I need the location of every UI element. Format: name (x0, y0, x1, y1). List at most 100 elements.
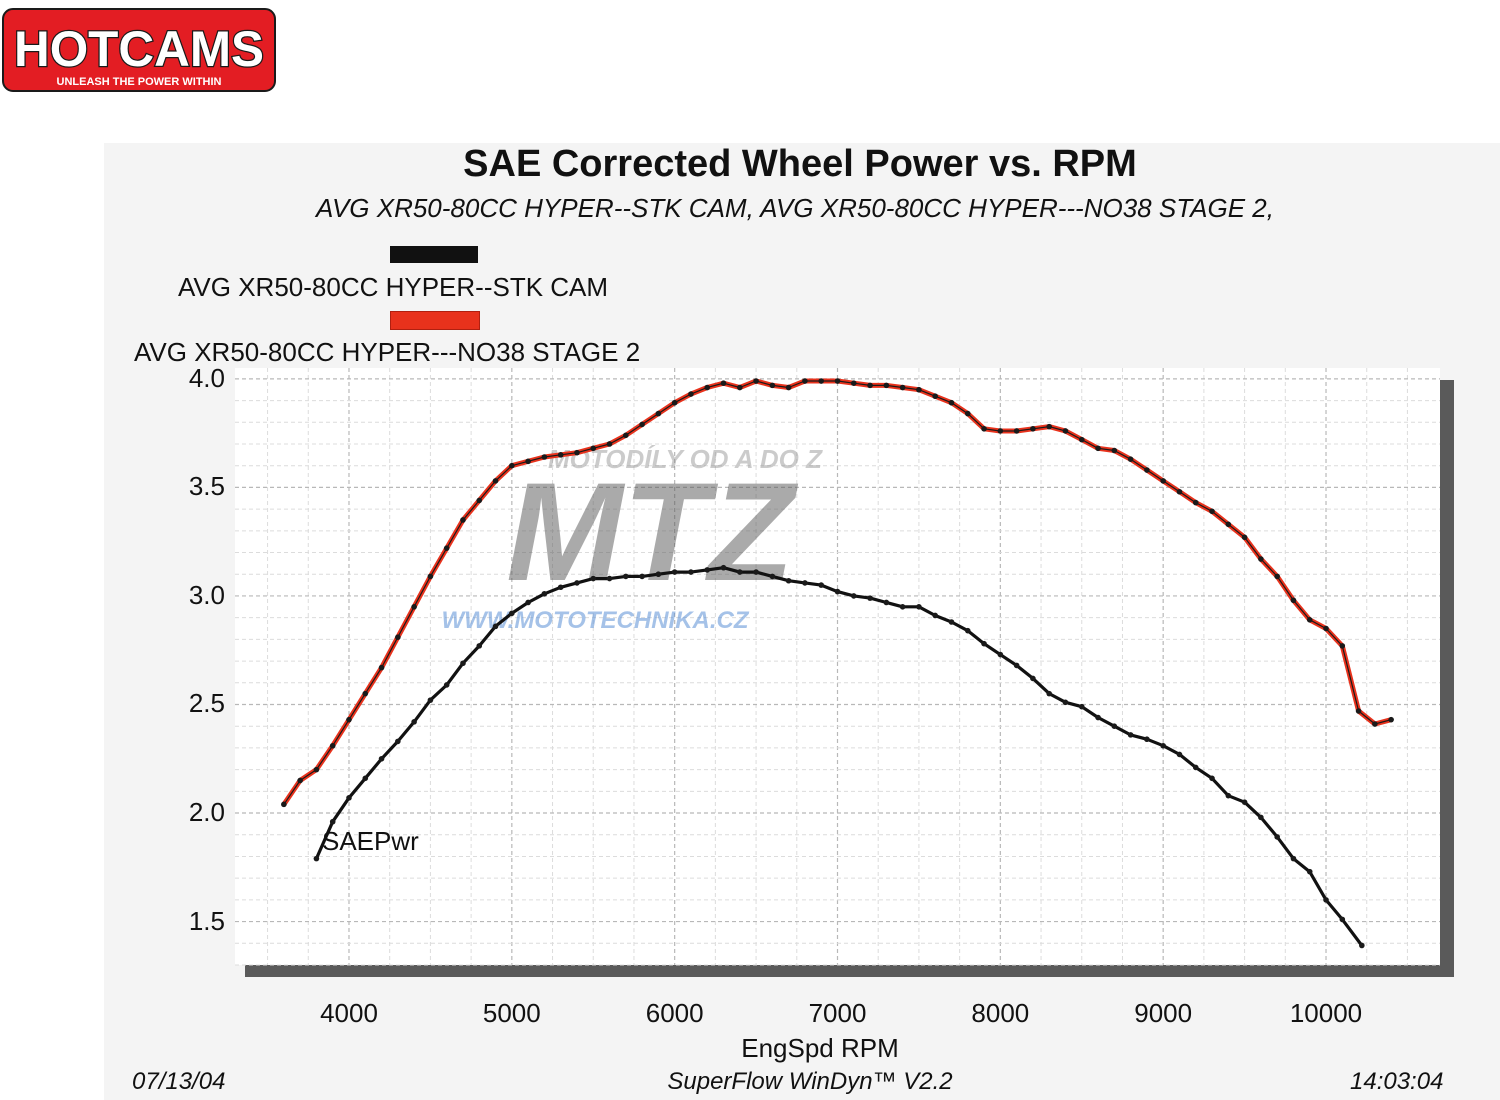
data-point-stage-2 (785, 384, 792, 391)
legend-label-stock-cam: AVG XR50-80CC HYPER--STK CAM (178, 272, 609, 302)
chart-subtitle: AVG XR50-80CC HYPER--STK CAM, AVG XR50-8… (316, 193, 1274, 223)
data-point-stock-cam (525, 599, 531, 606)
data-point-stock-cam (981, 640, 987, 647)
data-point-stock-cam (997, 651, 1004, 658)
data-point-stock-cam (1225, 792, 1232, 799)
legend-label-stage-2: AVG XR50-80CC HYPER---NO38 STAGE 2 (134, 337, 641, 367)
data-point-stage-2 (443, 545, 450, 551)
data-point-stage-2 (867, 382, 873, 389)
data-point-stage-2 (313, 766, 320, 773)
data-point-stage-2 (574, 449, 580, 456)
series-annotation: SAEPwr (322, 826, 419, 856)
data-point-stock-cam (557, 584, 564, 591)
data-point-stage-2 (411, 604, 417, 610)
watermark-logo: MTZ (506, 453, 798, 610)
data-point-stage-2 (1127, 456, 1134, 462)
x-tick-label: 7000 (808, 998, 867, 1028)
data-point-stock-cam (932, 612, 939, 619)
footer-time: 14:03:04 (1350, 1068, 1444, 1095)
data-point-stage-2 (802, 378, 808, 384)
data-point-stock-cam (769, 573, 776, 580)
data-point-stock-cam (1306, 868, 1313, 875)
data-point-stage-2 (1372, 721, 1378, 727)
data-point-stage-2 (736, 384, 743, 391)
data-point-stage-2 (1013, 428, 1020, 434)
data-point-stage-2 (704, 384, 711, 391)
data-point-stage-2 (1323, 625, 1329, 632)
data-point-stage-2 (981, 425, 987, 432)
data-point-stock-cam (623, 573, 629, 580)
data-point-stage-2 (1274, 573, 1280, 580)
data-point-stock-cam (1176, 751, 1183, 758)
data-point-stock-cam (427, 697, 434, 703)
data-point-stage-2 (1339, 643, 1346, 649)
data-point-stage-2 (834, 378, 841, 384)
data-point-stage-2 (1355, 708, 1362, 714)
data-point-stock-cam (362, 775, 369, 782)
data-point-stage-2 (606, 441, 613, 447)
data-point-stage-2 (948, 399, 955, 406)
watermark-url-text: WWW.MOTOTECHNIKA.CZ (441, 607, 749, 634)
data-point-stage-2 (1225, 521, 1232, 528)
data-point-stage-2 (1258, 556, 1264, 562)
data-point-stock-cam (1258, 814, 1264, 821)
data-point-stage-2 (688, 391, 694, 397)
data-point-stage-2 (362, 690, 369, 697)
data-point-stock-cam (899, 604, 906, 610)
data-point-stock-cam (590, 575, 597, 582)
data-point-stock-cam (704, 567, 711, 573)
logo-tagline: UNLEASH THE POWER WITHIN (57, 76, 222, 88)
data-point-stage-2 (720, 380, 727, 386)
data-point-stock-cam (720, 564, 727, 571)
data-point-stock-cam (1274, 834, 1280, 840)
y-tick-label: 2.5 (188, 688, 225, 719)
data-point-stock-cam (460, 660, 466, 667)
data-point-stage-2 (655, 410, 662, 417)
x-tick-label: 10000 (1289, 998, 1363, 1028)
data-point-stage-2 (850, 380, 857, 386)
data-point-stock-cam (541, 590, 548, 597)
logo-wordmark: HOTCAMS (14, 21, 264, 77)
x-tick-label: 8000 (971, 998, 1030, 1028)
hotcams-logo: HOTCAMS UNLEASH THE POWER WITHIN (2, 8, 276, 92)
data-point-stock-cam (1359, 942, 1365, 949)
data-point-stock-cam (867, 595, 873, 601)
data-point-stage-2 (1160, 478, 1166, 484)
data-point-stock-cam (1111, 723, 1118, 729)
data-point-stage-2 (753, 378, 759, 384)
data-point-stage-2 (1306, 617, 1313, 623)
data-point-stage-2 (1192, 499, 1199, 506)
data-point-stage-2 (932, 393, 939, 400)
legend-swatch-stage-2 (390, 311, 480, 330)
data-point-stock-cam (1323, 897, 1329, 903)
y-tick-label: 3.0 (188, 579, 225, 610)
data-point-stage-2 (509, 462, 515, 469)
data-point-stage-2 (769, 382, 776, 389)
data-point-stage-2 (1046, 423, 1052, 430)
data-point-stock-cam (1046, 690, 1052, 697)
data-point-stock-cam (753, 569, 759, 575)
data-point-stage-2 (590, 445, 597, 452)
data-point-stage-2 (964, 410, 971, 417)
data-point-stock-cam (964, 627, 971, 634)
footer-date: 07/13/04 (132, 1068, 226, 1095)
data-point-stock-cam (411, 719, 417, 725)
x-tick-label: 9000 (1134, 998, 1193, 1028)
data-point-stage-2 (557, 452, 564, 458)
legend-swatch-stock-cam (390, 246, 478, 263)
data-point-stock-cam (378, 755, 385, 762)
data-point-stage-2 (1290, 597, 1297, 604)
data-point-stock-cam (329, 818, 336, 825)
data-point-stock-cam (1144, 736, 1150, 743)
data-point-stage-2 (427, 573, 434, 580)
data-point-stock-cam (443, 682, 450, 688)
data-point-stage-2 (346, 716, 352, 723)
data-point-stock-cam (313, 855, 320, 862)
x-tick-label: 4000 (320, 998, 378, 1028)
y-tick-label: 3.5 (188, 471, 225, 502)
data-point-stage-2 (639, 421, 645, 428)
data-point-stock-cam (688, 569, 694, 575)
data-point-stock-cam (476, 643, 483, 649)
data-point-stock-cam (883, 599, 890, 606)
